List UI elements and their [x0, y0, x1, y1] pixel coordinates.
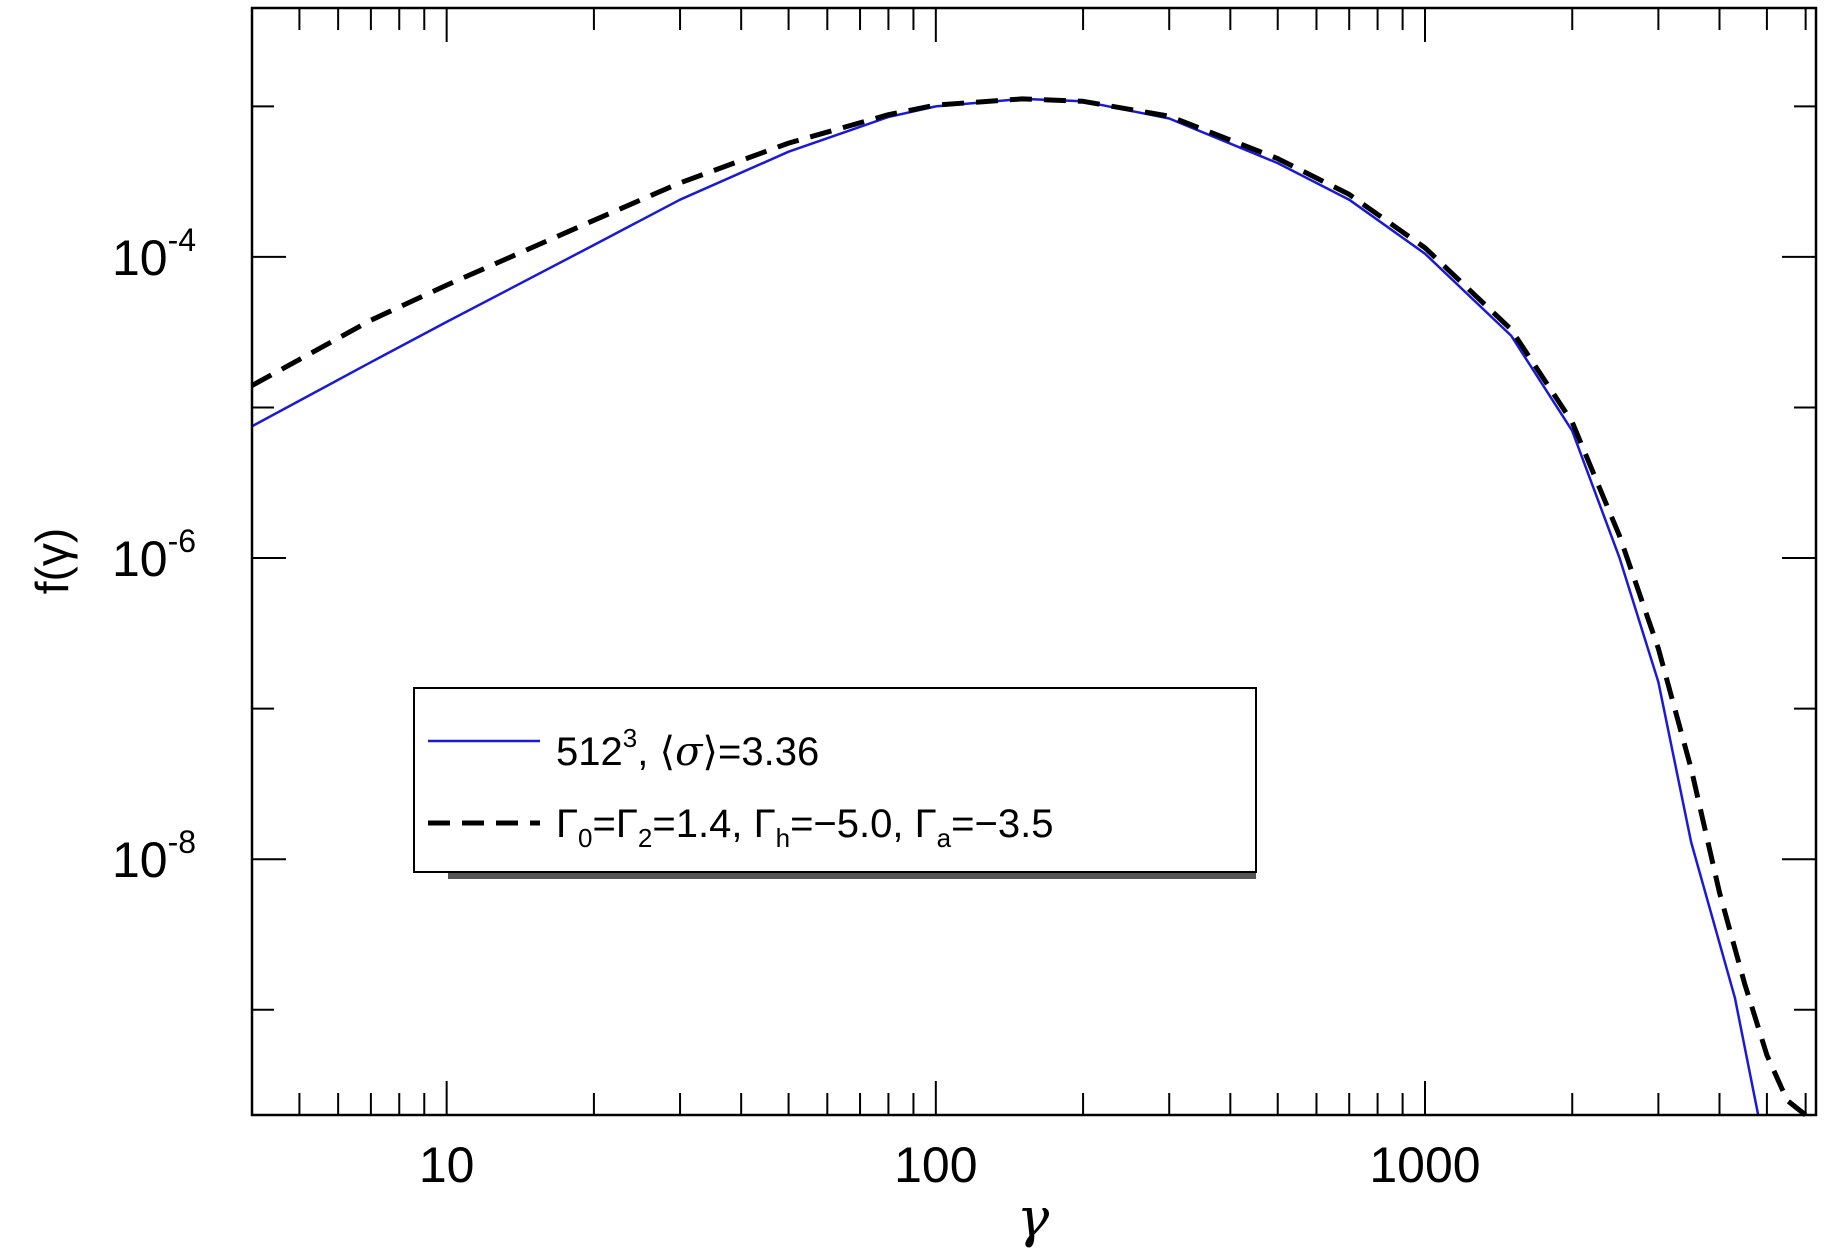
series-layer	[250, 96, 1808, 1117]
y-axis-title: f(γ)	[26, 528, 78, 594]
y-tick-label: 10-8	[112, 824, 196, 888]
plot-frame	[250, 6, 1818, 1117]
legend-label-simulation: 5123, ⟨σ⟩=3.36	[556, 723, 819, 775]
y-tick-label: 10-4	[112, 222, 196, 286]
legend: 5123, ⟨σ⟩=3.36 Γ0=Γ2=1.4, Γh=−5.0, Γa=−3…	[413, 687, 1257, 879]
x-tick-label: 10	[419, 1137, 475, 1193]
x-tick-label: 100	[894, 1137, 977, 1193]
ticks-layer	[251, 8, 1816, 1115]
series-line-simulation	[251, 97, 1760, 1116]
x-tick-label: 1000	[1369, 1137, 1480, 1193]
legend-box	[413, 687, 1257, 873]
x-axis-title: γ	[1017, 1186, 1050, 1249]
legend-label-model: Γ0=Γ2=1.4, Γh=−5.0, Γa=−3.5	[556, 802, 1053, 853]
tick-labels-layer: 10 100 1000 10-4 10-6 10-8	[112, 222, 1481, 1193]
y-tick-label: 10-6	[112, 523, 196, 587]
series-line-model	[250, 96, 1808, 1117]
legend-shadow	[448, 871, 1256, 879]
